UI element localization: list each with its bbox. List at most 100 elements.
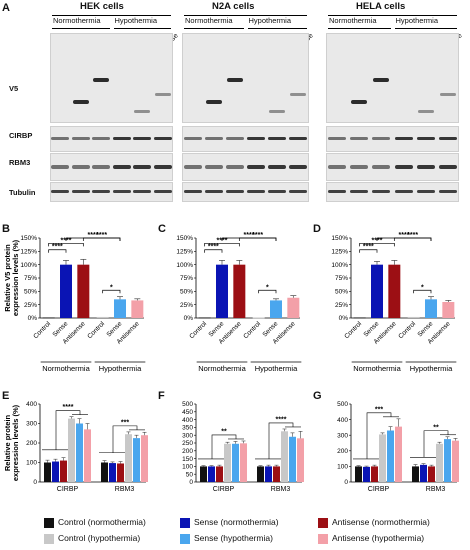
y-tick-label: 350 [182, 425, 193, 432]
x-tick-label: Control [86, 320, 106, 340]
blot-row-label: CIRBP [9, 131, 33, 140]
y-tick-label: 0 [189, 479, 193, 486]
bar-chart-b: Relative V5 protein expression levels (%)… [3, 232, 146, 373]
significance-bracket [65, 237, 121, 241]
protein-band [183, 165, 202, 169]
x-tick-label: Control [32, 320, 52, 340]
bar [388, 264, 401, 318]
y-tick-label: 0 [33, 479, 37, 486]
protein-band [71, 137, 90, 140]
bar [273, 466, 280, 482]
y-tick-label: 150% [176, 235, 193, 242]
legend-swatch [44, 518, 54, 528]
y-tick-label: 100% [331, 262, 348, 269]
bar [60, 264, 72, 318]
y-tick-label: 300 [337, 432, 348, 439]
bar [425, 299, 437, 318]
bar-chart-d: 0%25%50%75%100%125%150%Control SenseAntis… [331, 232, 457, 373]
legend-label: Antisense (hypothermia) [332, 533, 425, 543]
significance-bracket [204, 242, 240, 247]
x-tick-label: RBM3 [426, 486, 446, 493]
protein-band [328, 165, 347, 169]
y-tick-label: 75% [335, 275, 348, 282]
protein-band [204, 165, 223, 169]
blot-row-label: V5 [9, 84, 19, 93]
protein-band [153, 190, 172, 193]
bar [216, 466, 223, 482]
y-tick-label: 500 [182, 401, 193, 408]
protein-band [372, 137, 391, 140]
y-tick-label: 50 [186, 471, 194, 478]
bar-chart-g: 0 100 200 300 400 500 CIRBP *** RBM3 ** [337, 401, 459, 493]
condition-label: Hypothermia [248, 16, 292, 25]
protein-band [71, 190, 90, 193]
significance-label: **** [208, 244, 219, 251]
x-tick-label: CIRBP [368, 486, 390, 493]
bar [233, 264, 246, 318]
bar [420, 464, 427, 482]
protein-band [204, 137, 223, 140]
bar [436, 443, 443, 482]
y-tick-label: 400 [337, 417, 348, 424]
bar [117, 463, 124, 482]
bar [353, 317, 366, 319]
significance-bracket [211, 434, 237, 459]
protein-band [92, 190, 111, 193]
condition-label: Hypothermia [395, 16, 439, 25]
protein-band [133, 190, 152, 193]
significance-bracket [55, 410, 81, 450]
bar [84, 429, 91, 482]
y-tick-label: 75% [180, 275, 193, 282]
v5-band [134, 110, 151, 113]
cell-line-label: N2A cells [212, 1, 255, 12]
protein-band [416, 165, 435, 169]
y-tick-label: 200 [26, 440, 37, 447]
significance-label: * [110, 284, 113, 291]
y-axis-label: expression levels (%) [11, 239, 20, 316]
legend-swatch [180, 518, 190, 528]
legend-label: Control (normothermia) [58, 517, 146, 527]
condition-label: Normothermia [53, 16, 101, 25]
v5-band [226, 78, 243, 82]
legend-swatch [318, 518, 328, 528]
condition-label: Normothermia [185, 16, 233, 25]
bar [52, 461, 59, 482]
y-tick-label: 450 [182, 409, 193, 416]
bar [240, 443, 247, 482]
condition-underline [52, 28, 110, 29]
legend-swatch [44, 534, 54, 544]
significance-bracket [359, 242, 395, 247]
bar [379, 434, 386, 482]
y-tick-label: 25% [180, 302, 193, 309]
bar [407, 316, 420, 318]
x-tick-label: Control [397, 320, 417, 340]
bar [133, 438, 140, 482]
cell-line-label: HEK cells [80, 1, 124, 12]
legend-label: Sense (normothermia) [194, 517, 279, 527]
bar [60, 460, 67, 482]
significance-bracket [423, 430, 449, 458]
bar [452, 440, 459, 482]
protein-band [92, 165, 111, 169]
bar [208, 466, 215, 482]
blot-strip [326, 182, 459, 202]
significance-label: *** [375, 406, 383, 413]
panel-label-e: E [2, 390, 10, 402]
blot-strip [50, 33, 173, 123]
protein-band [394, 190, 413, 193]
v5-band [93, 78, 110, 82]
significance-label: **** [363, 244, 374, 251]
condition-underline [394, 28, 457, 29]
panel-label-f: F [158, 390, 165, 402]
y-tick-label: 50% [335, 289, 348, 296]
y-tick-label: 0% [184, 315, 194, 322]
protein-band [225, 190, 244, 193]
cell-underline [328, 15, 457, 16]
significance-bracket [48, 242, 84, 247]
protein-band [416, 137, 435, 140]
protein-band [416, 190, 435, 193]
y-tick-label: 150% [331, 235, 348, 242]
condition-underline [328, 28, 391, 29]
bar [96, 316, 109, 318]
bar [101, 462, 108, 482]
